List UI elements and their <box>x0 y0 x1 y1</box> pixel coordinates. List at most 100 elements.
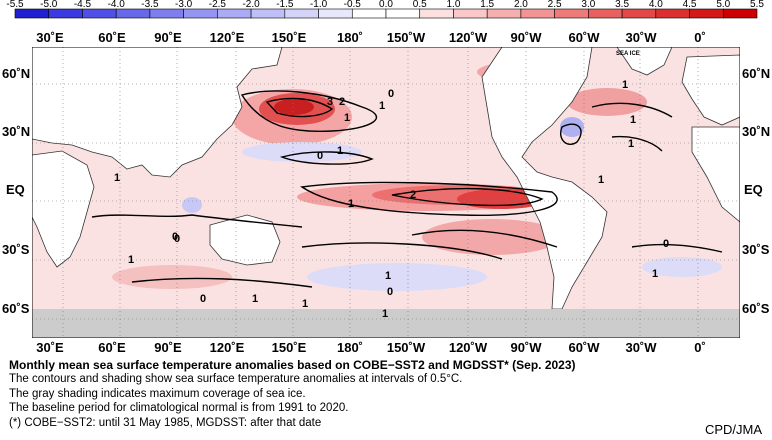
credit-label: CPD/JMA <box>704 422 762 437</box>
lon-label: 30˚E <box>36 30 64 45</box>
colorbar-box <box>250 8 286 19</box>
anomaly-color-bar: -5.5 -5.0 -4.5 -4.0 -3.5 -3.0 -2.5 -2.0 -1.5 -1.0… <box>6 0 764 19</box>
lon-label: 120˚W <box>448 340 488 355</box>
contour-label: 1 <box>382 308 388 320</box>
colorbar-tick-label: 1.5 <box>480 0 494 10</box>
colorbar-tick-label: -5.0 <box>40 0 58 10</box>
colorbar-box <box>284 8 319 19</box>
contour-label: 1 <box>630 114 636 126</box>
colorbar-tick-label: 5.5 <box>750 0 764 10</box>
lon-label: 60˚E <box>98 340 126 355</box>
lon-label: 150˚W <box>386 30 426 45</box>
colorbar-box <box>217 8 252 19</box>
lat-label-right: EQ <box>744 182 763 197</box>
contour-label: 1 <box>252 293 258 305</box>
colorbar-box <box>588 8 623 19</box>
lon-label: 90˚W <box>510 340 542 355</box>
lon-label: 90˚E <box>154 30 182 45</box>
lat-label-left: 60˚S <box>2 301 30 316</box>
caption-line: The baseline period for climatological n… <box>9 402 349 414</box>
colorbar-tick-label: -1.5 <box>276 0 294 10</box>
colorbar-box <box>149 8 184 19</box>
lon-label: 60˚E <box>98 30 126 45</box>
lon-label: 60˚W <box>568 30 600 45</box>
colorbar-tick-label: 4.0 <box>649 0 663 10</box>
colorbar-tick-label: 2.5 <box>548 0 562 10</box>
contour-label: 0 <box>663 238 669 250</box>
colorbar-tick-label: 3.0 <box>581 0 595 10</box>
lat-label-left: 30˚S <box>2 242 30 257</box>
colorbar-box <box>621 8 657 19</box>
colorbar-tick-label: -5.5 <box>6 0 24 10</box>
lat-label-right: 60˚N <box>742 66 771 81</box>
caption-title: Monthly mean sea surface temperature ano… <box>9 358 576 372</box>
lon-label: 120˚E <box>209 340 245 355</box>
colorbar-box <box>183 8 218 19</box>
lon-label: 150˚E <box>271 30 307 45</box>
contour-label: 0 <box>172 231 178 243</box>
land-australia <box>209 214 281 266</box>
contour-label: 1 <box>622 79 628 91</box>
antarctic-sea-ice <box>32 309 740 338</box>
lon-label: 90˚E <box>154 340 182 355</box>
contour-label: 1 <box>628 138 634 150</box>
lon-label: 0˚ <box>694 30 706 45</box>
contour-label: 3 <box>327 96 333 108</box>
colorbar-box <box>655 8 690 19</box>
colorbar-tick-label: 5.0 <box>716 0 730 10</box>
contour-value-labels: 3 2 1 0 1 0 1 1 0 1 2 1 1 0 0 1 0 1 0 1 … <box>114 79 669 320</box>
colorbar-box <box>385 8 421 19</box>
colorbar-tick-label: 2.0 <box>514 0 528 10</box>
contour-label: 2 <box>339 96 345 108</box>
colorbar-tick-label: -3.0 <box>175 0 193 10</box>
colorbar-box <box>115 8 151 19</box>
colorbar-tick-label: -0.5 <box>344 0 362 10</box>
lat-label-left: 30˚N <box>2 124 31 139</box>
lon-label: 0˚ <box>694 340 706 355</box>
colorbar-box <box>351 8 387 19</box>
figure-caption: Monthly mean sea surface temperature ano… <box>9 358 749 430</box>
lon-label: 120˚W <box>448 30 488 45</box>
land-eurasia <box>32 47 283 178</box>
sst-anomaly-map: 3 2 1 0 1 0 1 1 0 1 2 1 1 0 0 1 0 1 0 1 … <box>32 47 740 338</box>
lon-label: 180˚ <box>336 340 364 355</box>
caption-line: (*) COBE−SST2: until 31 May 1985, MGDSST… <box>9 416 322 429</box>
colorbar-tick-label: 1.0 <box>447 0 461 10</box>
contour-label: 1 <box>344 112 350 124</box>
contour-label: 0 <box>388 88 394 100</box>
caption-line: The contours and shading show sea surfac… <box>9 373 463 385</box>
lon-label: 150˚E <box>271 340 307 355</box>
lon-label: 120˚E <box>209 30 245 45</box>
contour-label: 0 <box>317 150 323 162</box>
colorbar-box <box>486 8 522 19</box>
longitude-labels-bottom: 30˚E 60˚E 90˚E 120˚E 150˚E 180˚ 150˚W 120˚W 90˚W… <box>0 340 772 356</box>
contour-label: 1 <box>337 145 343 157</box>
colorbar-tick-label: 0.0 <box>379 0 393 10</box>
land-europe-west <box>681 54 740 126</box>
colorbar-box <box>14 8 50 19</box>
colorbar-box <box>453 8 488 19</box>
colorbar-box <box>318 8 353 19</box>
contour-label: 2 <box>410 189 416 201</box>
contour-label: 1 <box>385 270 391 282</box>
land <box>32 47 740 310</box>
colorbar-box <box>689 8 724 19</box>
contour-label: 1 <box>379 100 385 112</box>
contour-lines <box>91 90 723 288</box>
colorbar-tick-label: -1.0 <box>310 0 328 10</box>
contour-label: 1 <box>598 174 604 186</box>
lon-label: 30˚W <box>625 30 657 45</box>
contour-label: 0 <box>387 286 393 298</box>
lat-label-left: EQ <box>6 182 25 197</box>
contour-label: 1 <box>114 172 120 184</box>
contour-label: 1 <box>652 268 658 280</box>
land-greenland <box>616 47 673 76</box>
colorbar-box <box>520 8 555 19</box>
lon-label: 90˚W <box>510 30 542 45</box>
lon-label: 30˚E <box>36 340 64 355</box>
contour-label: 1 <box>128 254 134 266</box>
sea-ice-label: SEA ICE <box>616 51 640 57</box>
contour-label: 0 <box>174 233 180 245</box>
colorbar-box <box>722 8 758 19</box>
lat-label-right: 30˚S <box>742 242 770 257</box>
